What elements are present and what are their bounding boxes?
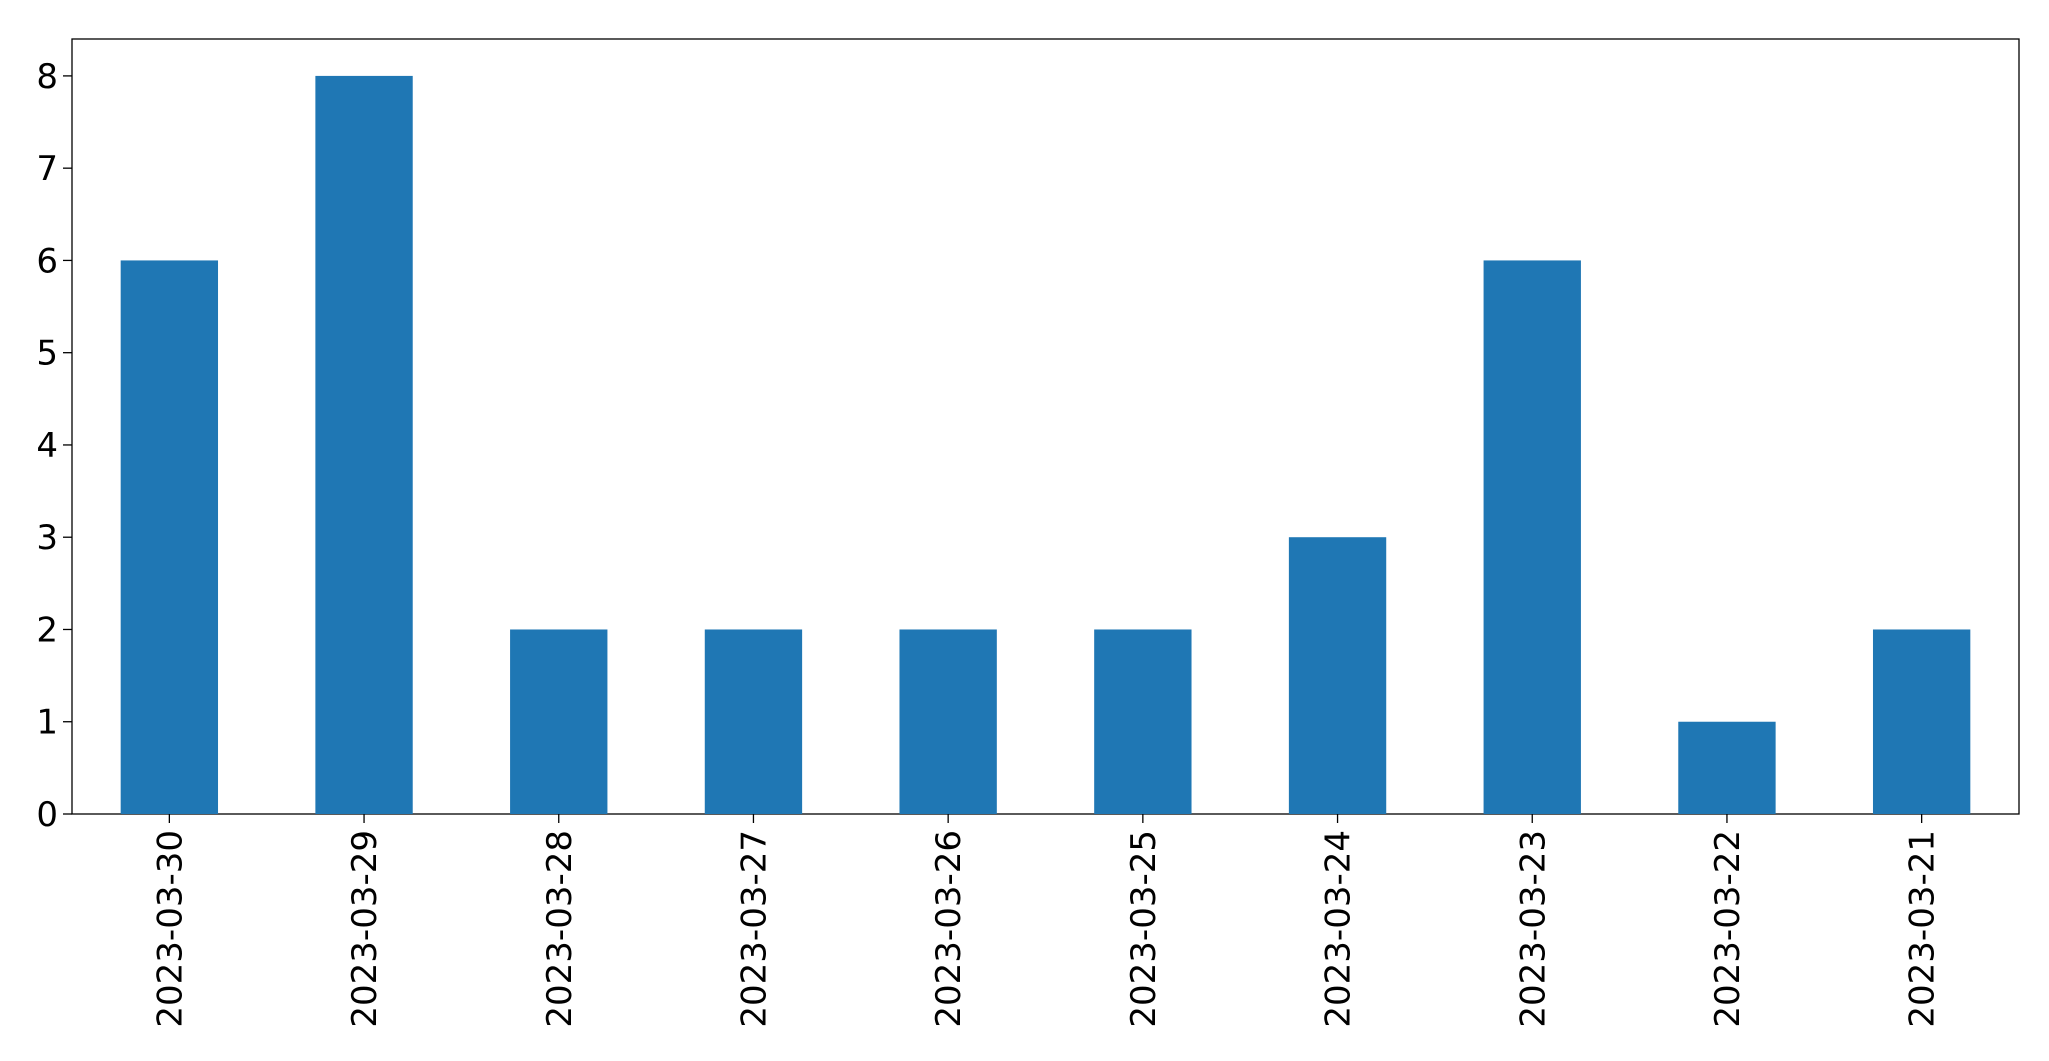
x-tick-label: 2023-03-25: [1124, 830, 1164, 1028]
y-tick-label: 6: [36, 241, 58, 281]
bar: [315, 75, 413, 814]
y-tick-label: 2: [36, 610, 58, 650]
bar: [899, 629, 997, 814]
y-tick-label: 4: [36, 426, 58, 466]
bar: [1483, 260, 1581, 814]
bar: [1678, 721, 1776, 814]
x-tick-label: 2023-03-26: [929, 830, 969, 1028]
x-tick-label: 2023-03-29: [345, 830, 385, 1028]
x-tick-label: 2023-03-27: [734, 830, 774, 1028]
bar: [704, 629, 803, 814]
y-tick-label: 8: [36, 57, 58, 97]
bar: [120, 260, 219, 814]
x-tick-label: 2023-03-23: [1513, 830, 1553, 1028]
x-tick-label: 2023-03-21: [1903, 830, 1943, 1028]
y-tick-label: 1: [36, 703, 58, 743]
x-tick-label: 2023-03-24: [1319, 830, 1359, 1028]
bar: [1872, 629, 1971, 814]
plot-frame: [71, 38, 2020, 815]
x-tick-label: 2023-03-22: [1708, 830, 1748, 1028]
x-tick-label: 2023-03-30: [150, 830, 190, 1028]
y-tick-label: 3: [36, 518, 58, 558]
bar: [510, 629, 608, 814]
y-tick-label: 7: [36, 149, 58, 189]
x-tick-label: 2023-03-28: [540, 830, 580, 1028]
y-tick-label: 5: [36, 334, 58, 374]
bar: [1288, 537, 1387, 814]
bar: [1094, 629, 1192, 814]
y-tick-label: 0: [36, 795, 58, 835]
